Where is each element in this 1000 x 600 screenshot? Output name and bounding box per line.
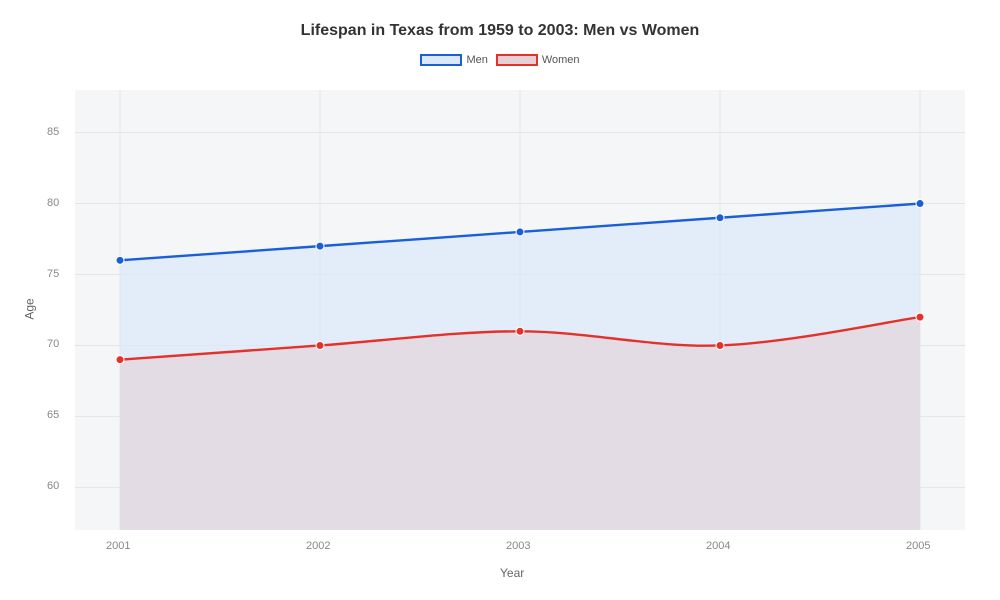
legend-item-women: Women [496,54,580,66]
series-marker-women [716,341,724,349]
chart-title: Lifespan in Texas from 1959 to 2003: Men… [0,0,1000,40]
plot-svg [75,90,965,530]
x-tick-label: 2004 [706,540,730,552]
legend-label-women: Women [542,54,580,66]
series-marker-women [916,313,924,321]
series-marker-men [116,256,124,264]
plot-area [75,90,965,530]
y-tick-label: 65 [47,409,59,421]
y-tick-label: 75 [47,268,59,280]
y-tick-label: 80 [47,197,59,209]
y-tick-label: 85 [47,126,59,138]
legend-swatch-men [420,54,462,66]
chart-container: Lifespan in Texas from 1959 to 2003: Men… [0,0,1000,600]
x-tick-label: 2002 [306,540,330,552]
series-marker-women [116,356,124,364]
y-axis-title: Age [23,298,37,319]
x-tick-label: 2001 [106,540,130,552]
x-tick-label: 2003 [506,540,530,552]
series-marker-men [916,200,924,208]
legend-item-men: Men [420,54,487,66]
series-marker-men [316,242,324,250]
y-tick-label: 60 [47,480,59,492]
series-marker-men [716,214,724,222]
x-tick-label: 2005 [906,540,930,552]
x-axis-title: Year [500,566,524,580]
series-marker-women [316,341,324,349]
series-marker-women [516,327,524,335]
series-marker-men [516,228,524,236]
legend-swatch-women [496,54,538,66]
y-tick-label: 70 [47,338,59,350]
legend: Men Women [0,54,1000,66]
legend-label-men: Men [466,54,487,66]
